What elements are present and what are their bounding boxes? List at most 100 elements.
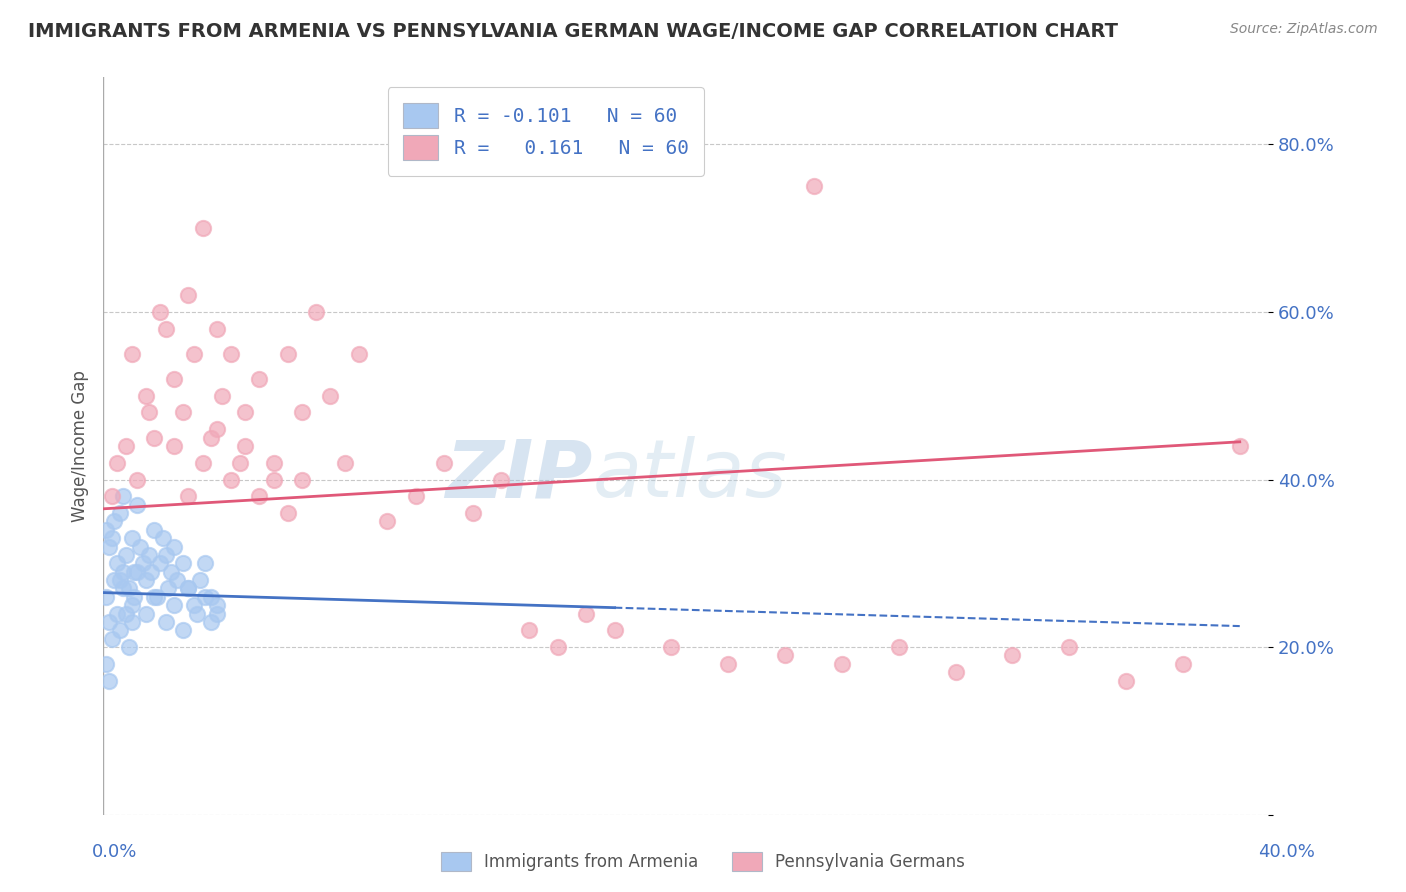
Point	[105, 556, 128, 570]
Point	[333, 456, 356, 470]
Point	[100, 632, 122, 646]
Point	[191, 221, 214, 235]
Point	[172, 624, 194, 638]
Point	[141, 565, 163, 579]
Point	[172, 405, 194, 419]
Y-axis label: Wage/Income Gap: Wage/Income Gap	[72, 370, 89, 522]
Point	[177, 582, 200, 596]
Point	[194, 556, 217, 570]
Point	[1115, 673, 1137, 688]
Point	[94, 590, 117, 604]
Point	[118, 640, 141, 654]
Point	[375, 515, 398, 529]
Point	[186, 607, 208, 621]
Point	[163, 439, 186, 453]
Point	[228, 456, 250, 470]
Point	[121, 598, 143, 612]
Point	[163, 598, 186, 612]
Point	[166, 573, 188, 587]
Legend: Immigrants from Armenia, Pennsylvania Germans: Immigrants from Armenia, Pennsylvania Ge…	[433, 843, 973, 880]
Point	[211, 389, 233, 403]
Point	[603, 624, 626, 638]
Point	[291, 473, 314, 487]
Text: 40.0%: 40.0%	[1258, 843, 1315, 861]
Point	[100, 489, 122, 503]
Point	[489, 473, 512, 487]
Point	[163, 540, 186, 554]
Text: ZIP: ZIP	[446, 436, 592, 515]
Point	[143, 523, 166, 537]
Point	[200, 431, 222, 445]
Point	[263, 456, 285, 470]
Point	[1001, 648, 1024, 663]
Point	[108, 506, 131, 520]
Point	[277, 347, 299, 361]
Point	[103, 515, 125, 529]
Point	[97, 615, 120, 629]
Point	[129, 540, 152, 554]
Point	[115, 607, 138, 621]
Point	[177, 288, 200, 302]
Point	[717, 657, 740, 671]
Point	[111, 565, 134, 579]
Point	[205, 422, 228, 436]
Point	[160, 565, 183, 579]
Point	[157, 582, 180, 596]
Point	[121, 531, 143, 545]
Point	[121, 615, 143, 629]
Text: atlas: atlas	[592, 436, 787, 515]
Point	[115, 548, 138, 562]
Point	[155, 548, 177, 562]
Point	[433, 456, 456, 470]
Point	[135, 389, 157, 403]
Point	[115, 439, 138, 453]
Point	[177, 582, 200, 596]
Text: IMMIGRANTS FROM ARMENIA VS PENNSYLVANIA GERMAN WAGE/INCOME GAP CORRELATION CHART: IMMIGRANTS FROM ARMENIA VS PENNSYLVANIA …	[28, 22, 1118, 41]
Point	[319, 389, 342, 403]
Point	[347, 347, 370, 361]
Point	[105, 607, 128, 621]
Point	[121, 347, 143, 361]
Point	[127, 473, 149, 487]
Point	[205, 322, 228, 336]
Point	[111, 582, 134, 596]
Point	[219, 347, 242, 361]
Point	[183, 598, 205, 612]
Point	[194, 590, 217, 604]
Point	[146, 590, 169, 604]
Point	[127, 498, 149, 512]
Legend: R = -0.101   N = 60, R =   0.161   N = 60: R = -0.101 N = 60, R = 0.161 N = 60	[388, 87, 704, 176]
Point	[127, 565, 149, 579]
Point	[108, 573, 131, 587]
Point	[519, 624, 541, 638]
Point	[100, 531, 122, 545]
Point	[945, 665, 967, 680]
Point	[405, 489, 427, 503]
Point	[155, 322, 177, 336]
Point	[773, 648, 796, 663]
Point	[138, 548, 160, 562]
Point	[305, 305, 328, 319]
Point	[188, 573, 211, 587]
Point	[249, 489, 271, 503]
Point	[249, 372, 271, 386]
Point	[105, 456, 128, 470]
Point	[172, 556, 194, 570]
Point	[108, 624, 131, 638]
Point	[291, 405, 314, 419]
Point	[97, 540, 120, 554]
Point	[138, 405, 160, 419]
Point	[124, 565, 146, 579]
Point	[177, 489, 200, 503]
Point	[1229, 439, 1251, 453]
Point	[132, 556, 155, 570]
Point	[94, 657, 117, 671]
Point	[263, 473, 285, 487]
Point	[200, 615, 222, 629]
Point	[149, 556, 172, 570]
Point	[461, 506, 484, 520]
Point	[575, 607, 598, 621]
Point	[277, 506, 299, 520]
Point	[205, 598, 228, 612]
Point	[661, 640, 683, 654]
